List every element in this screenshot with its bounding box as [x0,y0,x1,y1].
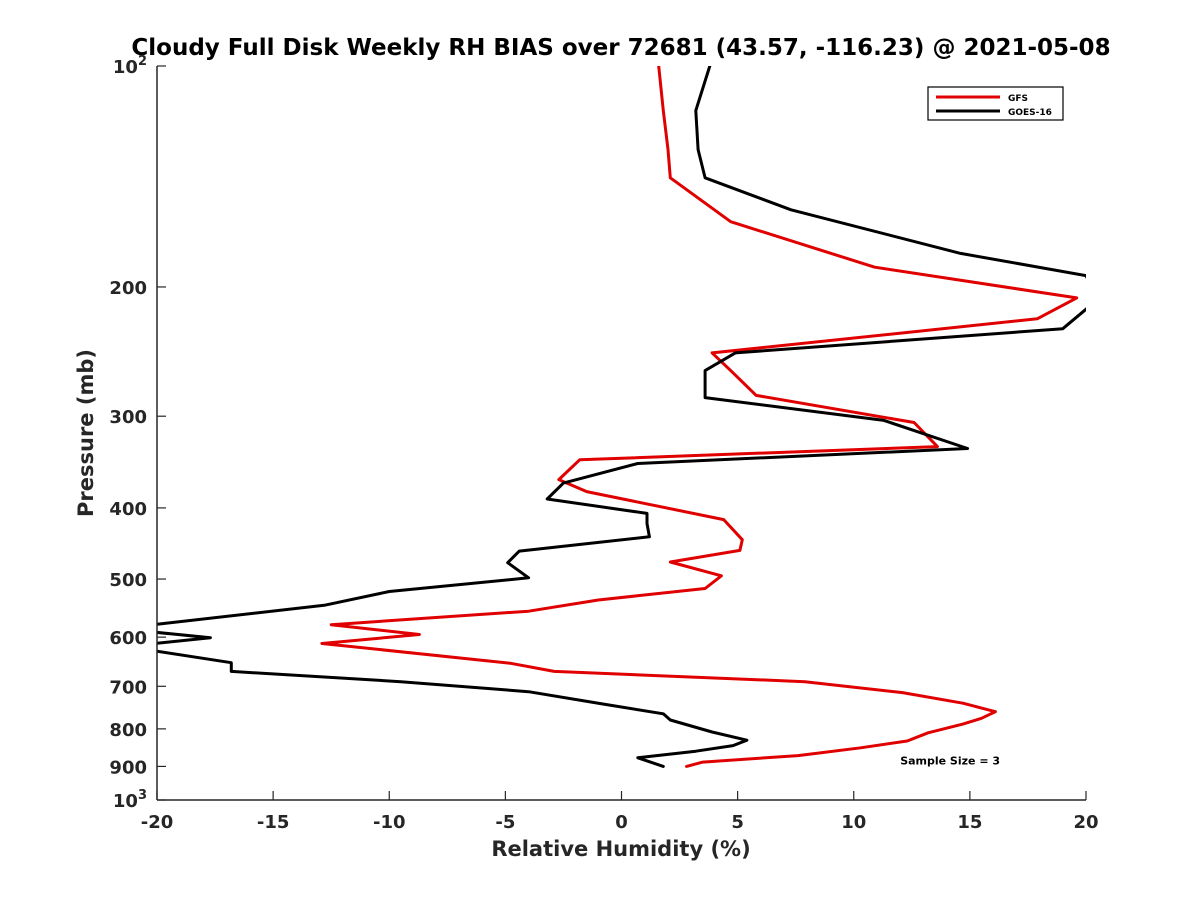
x-tick-label: 0 [615,812,628,833]
chart-title: Cloudy Full Disk Weekly RH BIAS over 726… [131,35,1110,61]
legend-box [927,86,1064,121]
series-line-goes-16 [157,66,1086,768]
x-tick-label: -10 [373,812,406,833]
y-tick-label: 900 [109,757,147,778]
y-tick-label: 400 [109,499,147,520]
x-tick-label: -15 [257,812,290,833]
legend-label: GFS [1008,94,1028,104]
tick-layer: -20 -15 -10 -5 0 5 10 15 20 102 200 300 400 500 600 700… [109,54,1098,833]
x-tick-label: -20 [141,812,174,833]
plot-area: -20 -15 -10 -5 0 5 10 15 20 102 200 300 400 500 600 700… [109,54,1098,833]
y-tick-label: 600 [109,628,147,649]
annotation-layer: Sample Size = 3 [900,755,1000,768]
y-tick-label: 200 [109,278,147,299]
y-tick-label: 800 [109,720,147,741]
legend: GFS GOES-16 [927,86,1064,121]
y-tick-label: 103 [113,788,147,812]
y-tick-label: 102 [113,54,147,78]
x-tick-label: -5 [495,812,515,833]
y-tick-label: 300 [109,407,147,428]
x-tick-label: 5 [731,812,744,833]
series-layer [157,66,1086,768]
x-tick-label: 15 [957,812,982,833]
sample-size-annotation: Sample Size = 3 [900,755,1000,768]
axes-layer [156,66,1086,801]
series-line-gfs [320,66,1079,768]
legend-label: GOES-16 [1008,108,1052,118]
y-axis-label: Pressure (mb) [74,349,98,517]
x-tick-label: 20 [1073,812,1098,833]
x-axis-label: Relative Humidity (%) [491,837,750,861]
y-tick-label: 500 [109,570,147,591]
x-tick-label: 10 [841,812,866,833]
y-tick-label: 700 [109,677,147,698]
